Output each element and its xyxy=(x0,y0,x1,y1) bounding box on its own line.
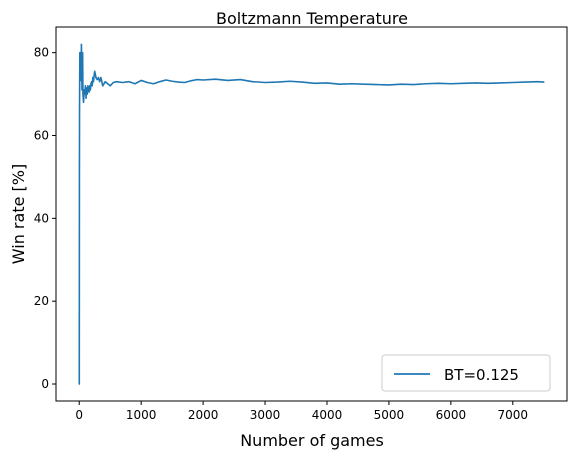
x-tick-label: 0 xyxy=(75,408,83,422)
x-tick-label: 5000 xyxy=(374,408,405,422)
x-tick-label: 6000 xyxy=(436,408,467,422)
x-axis-label: Number of games xyxy=(240,431,384,450)
x-tick-label: 1000 xyxy=(126,408,157,422)
y-tick-label: 40 xyxy=(34,211,49,225)
legend-box xyxy=(381,354,551,392)
x-axis: 0 1000 2000 3000 4000 5000 6000 7000 xyxy=(75,401,528,422)
y-axis-label: Win rate [%] xyxy=(9,164,28,264)
y-tick-label: 20 xyxy=(34,294,49,308)
x-tick-label: 7000 xyxy=(498,408,529,422)
x-tick-label: 4000 xyxy=(312,408,343,422)
series-line-0 xyxy=(78,43,545,385)
plot-area xyxy=(78,43,545,385)
y-tick-label: 0 xyxy=(41,377,49,391)
legend: BT=0.125 xyxy=(381,354,551,392)
y-tick-label: 60 xyxy=(34,129,49,143)
x-tick-label: 3000 xyxy=(250,408,281,422)
chart-title: Boltzmann Temperature xyxy=(216,9,408,28)
y-tick-label: 80 xyxy=(34,46,49,60)
axes-frame xyxy=(55,26,568,402)
x-tick-label: 2000 xyxy=(188,408,219,422)
legend-label: BT=0.125 xyxy=(444,366,519,384)
y-axis: 0 20 40 60 80 xyxy=(34,46,56,391)
